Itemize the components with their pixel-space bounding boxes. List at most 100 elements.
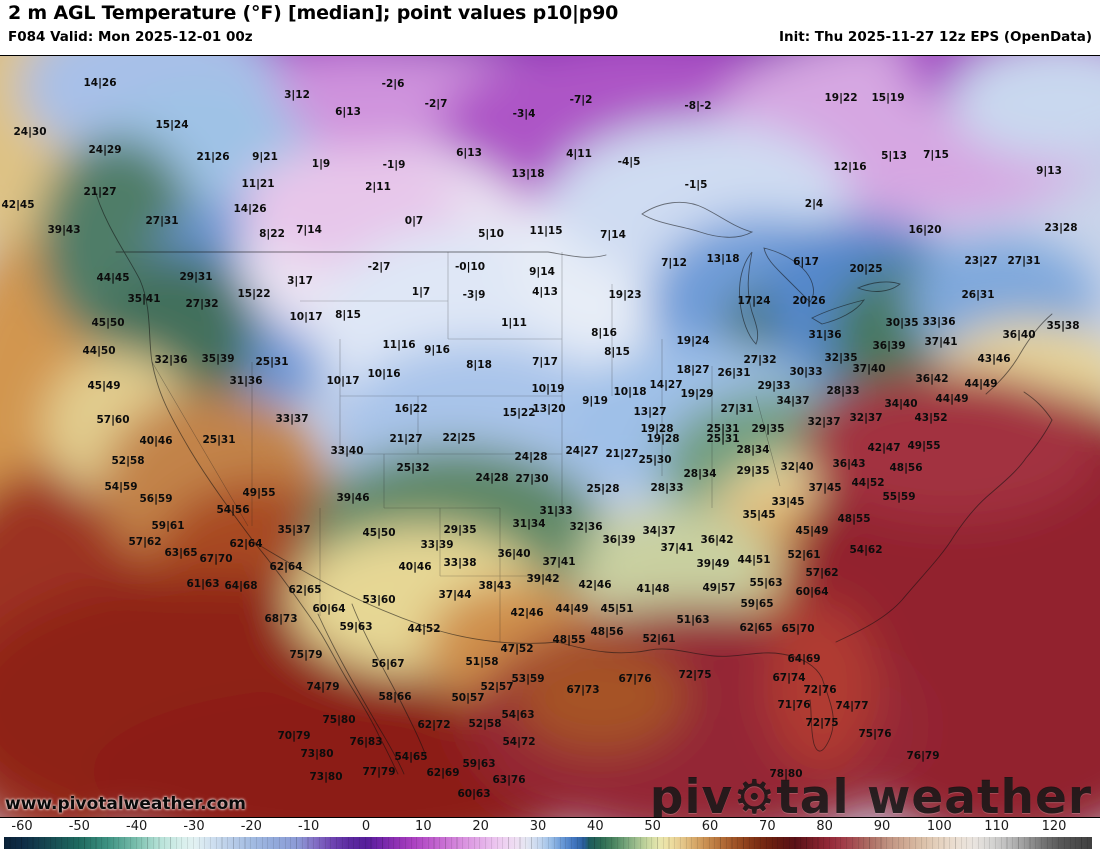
point-value: 44|49 bbox=[555, 602, 589, 615]
point-value: 20|25 bbox=[849, 262, 883, 275]
point-value: 44|52 bbox=[407, 622, 441, 635]
colorbar-tick: 110 bbox=[984, 819, 1010, 834]
point-value: 8|16 bbox=[591, 326, 617, 339]
colorbar-tick: 50 bbox=[644, 819, 661, 834]
point-value: 43|52 bbox=[914, 411, 948, 424]
point-value: 67|76 bbox=[618, 672, 652, 685]
point-value: 77|79 bbox=[362, 765, 396, 778]
point-value: 63|65 bbox=[164, 546, 198, 559]
point-value: 72|75 bbox=[678, 668, 712, 681]
point-value: 62|64 bbox=[269, 560, 303, 573]
point-value: 74|77 bbox=[835, 699, 869, 712]
point-value: 28|34 bbox=[736, 443, 770, 456]
point-value: 13|18 bbox=[511, 167, 545, 180]
point-value: 21|27 bbox=[83, 185, 117, 198]
point-value: 2|4 bbox=[804, 197, 824, 210]
point-value: 39|46 bbox=[336, 491, 370, 504]
point-value: 36|39 bbox=[602, 533, 636, 546]
point-value: 44|52 bbox=[851, 476, 885, 489]
point-value: 73|80 bbox=[300, 747, 334, 760]
point-value: 72|75 bbox=[805, 716, 839, 729]
point-value: 65|70 bbox=[781, 622, 815, 635]
point-value: 9|16 bbox=[424, 343, 450, 356]
point-value: 44|49 bbox=[964, 377, 998, 390]
map-art bbox=[0, 56, 1100, 817]
point-value: 27|32 bbox=[743, 353, 777, 366]
point-value: 27|30 bbox=[515, 472, 549, 485]
colorbar-tick: 40 bbox=[587, 819, 604, 834]
point-value: 34|37 bbox=[642, 524, 676, 537]
point-value: 25|31 bbox=[706, 432, 740, 445]
point-value: 44|49 bbox=[935, 392, 969, 405]
point-value: 32|40 bbox=[780, 460, 814, 473]
point-value: 11|21 bbox=[241, 177, 275, 190]
point-value: 48|56 bbox=[889, 461, 923, 474]
point-value: 72|76 bbox=[803, 683, 837, 696]
point-value: 24|28 bbox=[475, 471, 509, 484]
point-value: 25|32 bbox=[396, 461, 430, 474]
point-value: 37|41 bbox=[660, 541, 694, 554]
point-value: 33|37 bbox=[275, 412, 309, 425]
point-value: 4|11 bbox=[566, 147, 592, 160]
point-value: 52|57 bbox=[480, 680, 514, 693]
point-value: 42|47 bbox=[867, 441, 901, 454]
point-value: -2|7 bbox=[367, 260, 391, 273]
header: 2 m AGL Temperature (°F) [median]; point… bbox=[0, 0, 1100, 55]
colorbar-tick: -10 bbox=[298, 819, 320, 834]
point-value: 23|28 bbox=[1044, 221, 1078, 234]
point-value: 54|65 bbox=[394, 750, 428, 763]
colorbar-tick: 60 bbox=[701, 819, 719, 834]
point-value: 56|59 bbox=[139, 492, 173, 505]
point-value: 59|63 bbox=[462, 757, 496, 770]
point-value: 14|27 bbox=[649, 378, 683, 391]
point-value: 15|19 bbox=[871, 91, 905, 104]
point-value: 59|65 bbox=[740, 597, 774, 610]
colorbar-tick: -20 bbox=[240, 819, 262, 834]
point-value: 41|48 bbox=[636, 582, 670, 595]
point-value: 25|28 bbox=[586, 482, 620, 495]
point-value: -4|5 bbox=[617, 155, 641, 168]
point-value: 19|28 bbox=[640, 422, 674, 435]
point-value: 59|63 bbox=[339, 620, 373, 633]
point-value: 62|69 bbox=[426, 766, 460, 779]
brand-text-left: piv bbox=[649, 770, 734, 818]
point-value: 36|42 bbox=[915, 372, 949, 385]
colorbar-tick: -40 bbox=[126, 819, 148, 834]
point-value: -1|5 bbox=[684, 178, 708, 191]
temperature-map-canvas[interactable]: 14|26 24|30 15|24 24|29 21|26 9|21 11|21 21|27 4… bbox=[0, 55, 1100, 818]
point-value: 8|15 bbox=[335, 308, 361, 321]
point-value: 7|14 bbox=[600, 228, 626, 241]
point-value: 45|49 bbox=[87, 379, 121, 392]
point-value: 75|79 bbox=[289, 648, 323, 661]
point-value: 45|50 bbox=[91, 316, 125, 329]
point-value: 3|12 bbox=[284, 88, 310, 101]
point-value: 44|45 bbox=[96, 271, 130, 284]
point-value: 38|43 bbox=[478, 579, 512, 592]
point-value: 15|22 bbox=[502, 406, 536, 419]
point-value: 19|22 bbox=[824, 91, 858, 104]
point-value: 35|37 bbox=[277, 523, 311, 536]
point-value: -0|10 bbox=[454, 260, 486, 273]
point-value: 70|79 bbox=[277, 729, 311, 742]
point-value: 29|35 bbox=[443, 523, 477, 536]
point-value: 44|51 bbox=[737, 553, 771, 566]
point-value: 25|31 bbox=[202, 433, 236, 446]
watermark-url: www.pivotalweather.com bbox=[5, 794, 247, 814]
point-value: 35|38 bbox=[1046, 319, 1080, 332]
point-value: 37|45 bbox=[808, 481, 842, 494]
point-value: 50|57 bbox=[451, 691, 485, 704]
point-value: 26|31 bbox=[961, 288, 995, 301]
point-value: 6|13 bbox=[335, 105, 361, 118]
point-value: 16|20 bbox=[908, 223, 942, 236]
point-value: 23|27 bbox=[964, 254, 998, 267]
point-value: 68|73 bbox=[264, 612, 298, 625]
point-value: 64|68 bbox=[224, 579, 258, 592]
point-value: 64|69 bbox=[787, 652, 821, 665]
point-value: 35|41 bbox=[127, 292, 161, 305]
point-value: 10|17 bbox=[289, 310, 323, 323]
point-value: 54|72 bbox=[502, 735, 536, 748]
point-value: 31|36 bbox=[229, 374, 263, 387]
point-value: 21|27 bbox=[389, 432, 423, 445]
point-value: 9|13 bbox=[1036, 164, 1062, 177]
point-value: 55|63 bbox=[749, 576, 783, 589]
